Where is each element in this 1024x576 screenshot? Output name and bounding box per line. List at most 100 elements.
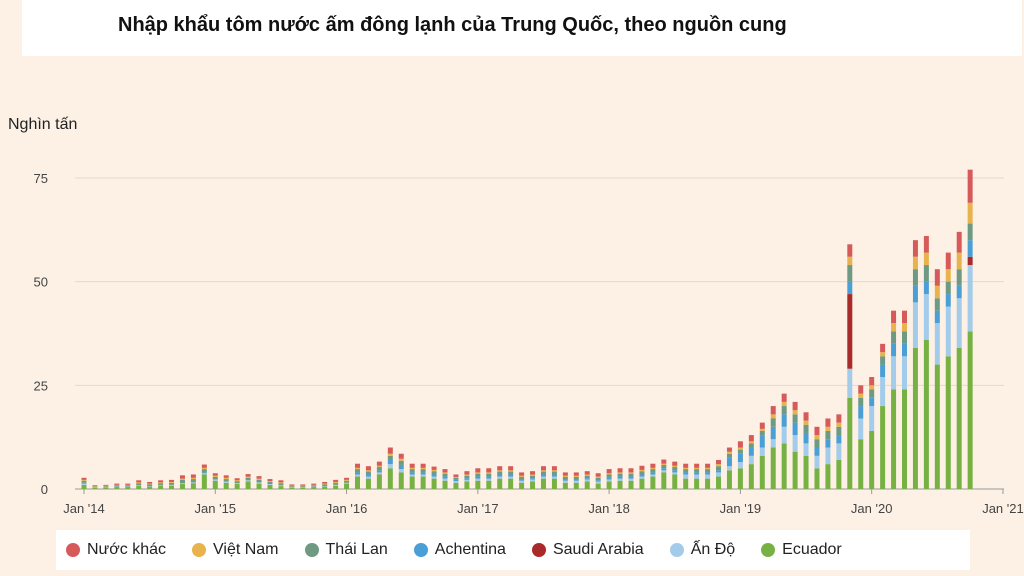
bar-segment xyxy=(551,470,557,472)
bar-segment xyxy=(803,433,809,444)
bar-segment xyxy=(519,479,525,481)
x-tick-label: Jan '20 xyxy=(851,501,893,516)
bar-segment xyxy=(562,482,568,489)
bar-segment xyxy=(355,463,360,468)
bar-segment xyxy=(540,471,546,475)
bar-segment xyxy=(562,479,568,481)
legend-label: Việt Nam xyxy=(213,541,279,558)
bar-segment xyxy=(803,443,809,456)
bar-segment xyxy=(278,483,284,486)
bar-segment xyxy=(672,470,678,473)
bar-segment xyxy=(956,347,962,489)
bar-segment xyxy=(694,463,700,468)
bar-segment xyxy=(344,480,350,483)
bar-segment xyxy=(858,397,864,407)
bar-segment xyxy=(125,486,131,488)
bar-segment xyxy=(442,478,448,481)
bar-segment xyxy=(519,475,525,477)
bar-segment xyxy=(573,476,579,480)
bar-segment xyxy=(869,397,875,407)
bar-segment xyxy=(584,475,590,479)
bar-segment xyxy=(311,484,317,486)
bar-segment xyxy=(453,482,459,489)
bar-segment xyxy=(923,236,929,253)
bar-segment xyxy=(387,464,393,469)
bar-segment xyxy=(737,462,743,469)
bar-segment xyxy=(825,426,831,431)
bar-segment xyxy=(661,464,667,469)
legend-label: Achentina xyxy=(434,541,506,558)
bar-segment xyxy=(770,418,776,427)
bar-segment xyxy=(333,482,339,485)
bar-segment xyxy=(475,473,481,477)
bar-segment xyxy=(606,469,612,474)
bar-segment xyxy=(584,481,590,489)
bar-segment xyxy=(694,472,700,475)
bar-segment xyxy=(694,478,700,489)
bar-segment xyxy=(245,474,251,477)
bar-segment xyxy=(92,487,98,488)
bar-segment xyxy=(256,482,262,484)
bar-segment xyxy=(967,202,973,224)
bar-segment xyxy=(858,439,864,489)
bar-segment xyxy=(201,469,207,473)
bar-segment xyxy=(639,465,645,470)
legend-label: Saudi Arabia xyxy=(552,541,644,558)
bar-segment xyxy=(847,397,853,489)
bar-segment xyxy=(617,472,623,474)
bar-segment xyxy=(573,482,579,489)
bar-segment xyxy=(858,406,864,419)
bar-segment xyxy=(333,479,339,482)
bar-segment xyxy=(945,269,951,282)
legend-item: Nước khác xyxy=(66,541,166,559)
bar-segment xyxy=(956,298,962,348)
bar-segment xyxy=(179,475,185,479)
bar-segment xyxy=(869,406,875,431)
bar-segment xyxy=(409,472,415,475)
bar-segment xyxy=(486,480,492,489)
bar-segment xyxy=(114,483,120,485)
bar-segment xyxy=(355,469,360,473)
x-tick-label: Jan '21 xyxy=(982,501,1024,516)
bar-segment xyxy=(147,481,153,484)
bar-segment xyxy=(716,470,722,473)
bar-segment xyxy=(387,453,393,456)
bar-segment xyxy=(365,476,371,479)
bar-segment xyxy=(650,472,656,475)
bar-segment xyxy=(803,420,809,425)
bar-segment xyxy=(770,439,776,448)
bar-segment xyxy=(365,471,371,475)
bar-segment xyxy=(891,323,897,332)
bar-segment xyxy=(650,476,656,489)
bar-segment xyxy=(770,406,776,415)
bar-segment xyxy=(125,484,131,486)
bar-segment xyxy=(934,298,940,311)
bar-segment xyxy=(945,281,951,295)
bar-segment xyxy=(628,476,634,479)
bar-segment xyxy=(475,468,481,473)
bar-segment xyxy=(530,478,536,480)
bar-segment xyxy=(497,476,503,479)
bar-segment xyxy=(376,461,382,466)
bar-segment xyxy=(923,252,929,266)
bar-segment xyxy=(190,483,196,489)
bar-segment xyxy=(912,347,918,489)
bar-segment xyxy=(125,485,131,487)
bar-segment xyxy=(398,460,404,465)
bar-segment xyxy=(902,343,907,357)
bar-segment xyxy=(409,474,415,477)
bar-segment xyxy=(530,471,536,475)
bar-segment xyxy=(792,451,798,489)
bar-segment xyxy=(464,474,470,476)
bar-segment xyxy=(759,422,765,429)
bar-segment xyxy=(201,474,207,489)
bar-segment xyxy=(530,475,536,479)
bar-segment xyxy=(869,430,875,489)
bar-segment xyxy=(245,480,251,482)
bar-segment xyxy=(716,476,722,489)
bar-segment xyxy=(595,481,601,484)
bar-segment xyxy=(803,455,809,489)
bar-segment xyxy=(486,476,492,479)
bar-segment xyxy=(508,474,514,477)
bar-segment xyxy=(880,352,886,357)
